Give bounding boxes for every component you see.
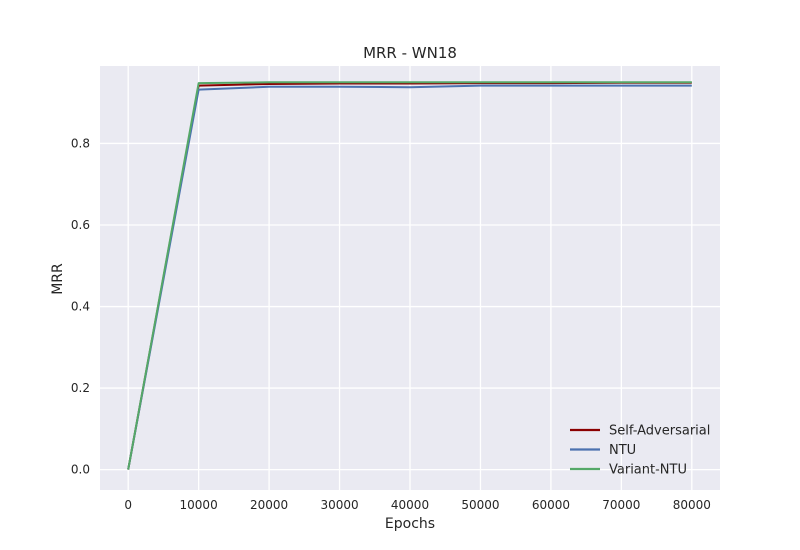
x-tick-label: 60000 — [532, 498, 570, 512]
legend-label: NTU — [609, 443, 636, 458]
legend-label: Self-Adversarial — [609, 424, 710, 439]
x-tick-labels: 0 10000 20000 30000 40000 50000 60000 70000 8000… — [124, 498, 711, 512]
series-line-ntu — [127, 84, 692, 470]
grid-lines — [100, 66, 720, 490]
x-tick-label: 80000 — [673, 498, 711, 512]
x-tick-label: 0 — [124, 498, 132, 512]
y-axis-title: MRR — [50, 263, 66, 295]
y-tick-label: 0.4 — [71, 300, 90, 314]
legend-label: Variant-NTU — [609, 463, 687, 478]
x-tick-label: 10000 — [180, 498, 218, 512]
y-tick-label: 0.2 — [71, 381, 90, 395]
series-layer — [127, 81, 692, 470]
y-tick-labels: 0.0 0.2 0.4 0.6 0.8 — [71, 136, 90, 476]
y-tick-label: 0.8 — [71, 136, 90, 150]
x-tick-label: 40000 — [391, 498, 429, 512]
y-tick-label: 0.0 — [71, 463, 90, 477]
x-tick-label: 70000 — [602, 498, 640, 512]
legend: Self-Adversarial NTU Variant-NTU — [570, 424, 710, 478]
x-tick-label: 30000 — [320, 498, 358, 512]
chart-title: MRR - WN18 — [363, 44, 457, 62]
x-tick-label: 20000 — [250, 498, 288, 512]
y-tick-label: 0.6 — [71, 218, 90, 232]
x-tick-label: 50000 — [461, 498, 499, 512]
series-line-variant-ntu — [127, 81, 692, 470]
x-axis-title: Epochs — [385, 516, 435, 532]
